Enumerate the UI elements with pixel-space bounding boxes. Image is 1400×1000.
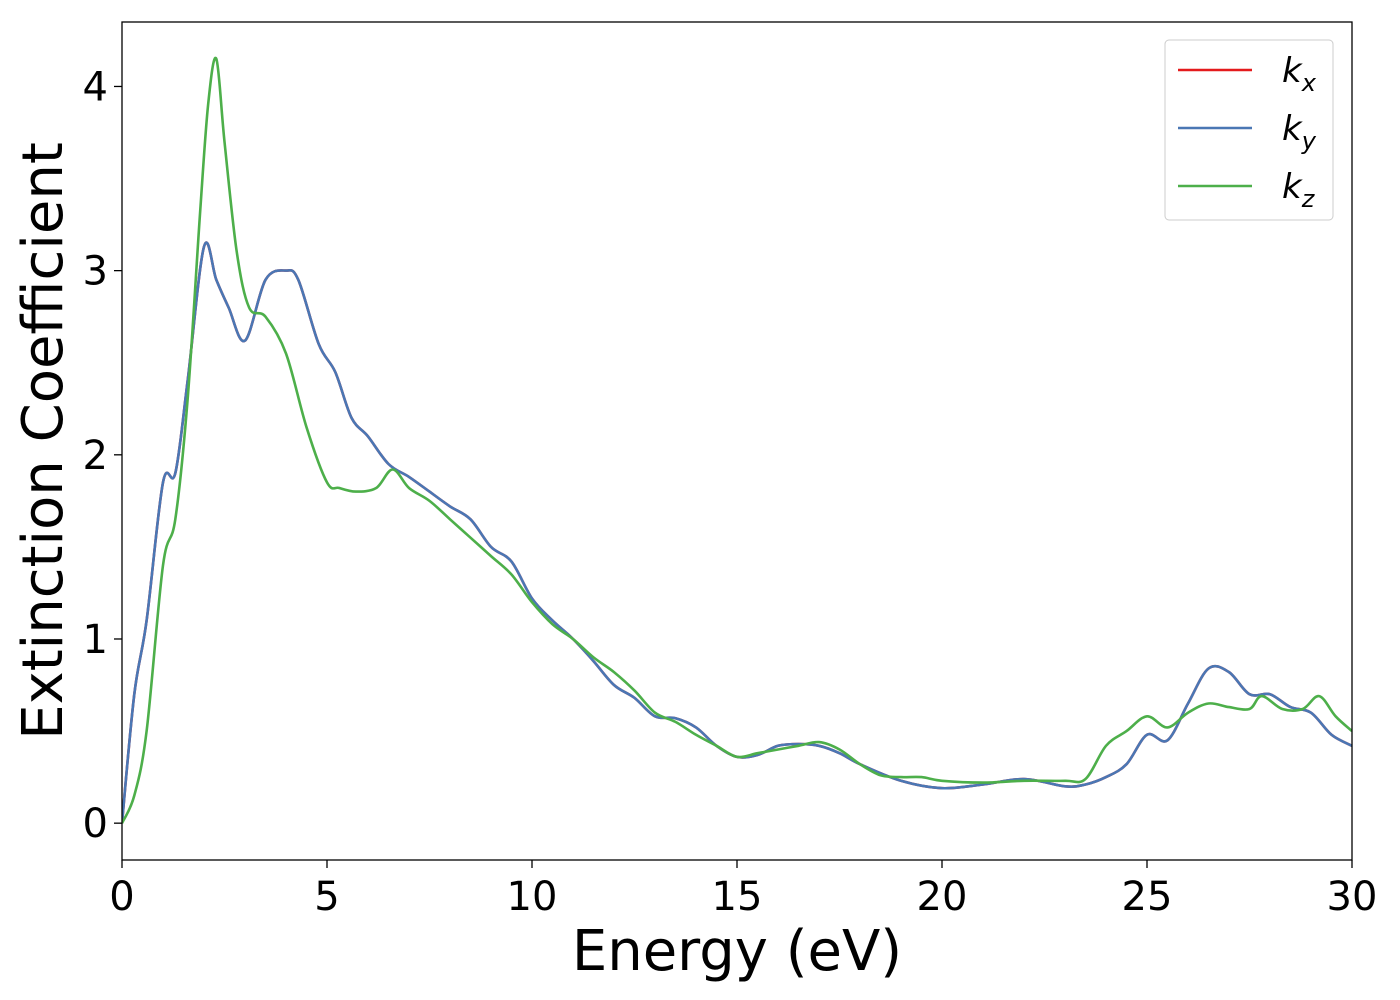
legend-label-k-x: kx bbox=[1282, 51, 1317, 97]
legend-label-k-z: kz bbox=[1282, 167, 1316, 213]
y-tick-label: 2 bbox=[83, 433, 108, 479]
y-tick-label: 4 bbox=[83, 64, 108, 110]
x-tick-label: 30 bbox=[1327, 874, 1378, 920]
y-tick-label: 0 bbox=[83, 801, 108, 847]
legend-label-k-y: ky bbox=[1282, 109, 1317, 155]
x-tick-label: 5 bbox=[314, 874, 339, 920]
series-line-k-y bbox=[122, 241, 1352, 824]
series-line-k-z bbox=[122, 56, 1352, 824]
y-axis-title: Extinction Coefficient bbox=[11, 142, 76, 740]
x-tick-label: 10 bbox=[507, 874, 558, 920]
legend: kx ky kz bbox=[1164, 39, 1334, 221]
x-tick-label: 20 bbox=[917, 874, 968, 920]
x-tick-label: 0 bbox=[109, 874, 134, 920]
x-tick-label: 25 bbox=[1122, 874, 1173, 920]
series-layer bbox=[122, 56, 1352, 824]
y-tick-label: 3 bbox=[83, 249, 108, 295]
legend-box bbox=[1164, 39, 1334, 221]
x-tick-label: 15 bbox=[712, 874, 763, 920]
y-axis: 0 1 2 3 4 bbox=[83, 64, 122, 847]
y-tick-label: 1 bbox=[83, 617, 108, 663]
x-axis: 0 5 10 15 20 25 30 bbox=[109, 860, 1377, 920]
x-axis-title: Energy (eV) bbox=[572, 919, 902, 984]
series-line-k-x bbox=[122, 241, 1352, 824]
